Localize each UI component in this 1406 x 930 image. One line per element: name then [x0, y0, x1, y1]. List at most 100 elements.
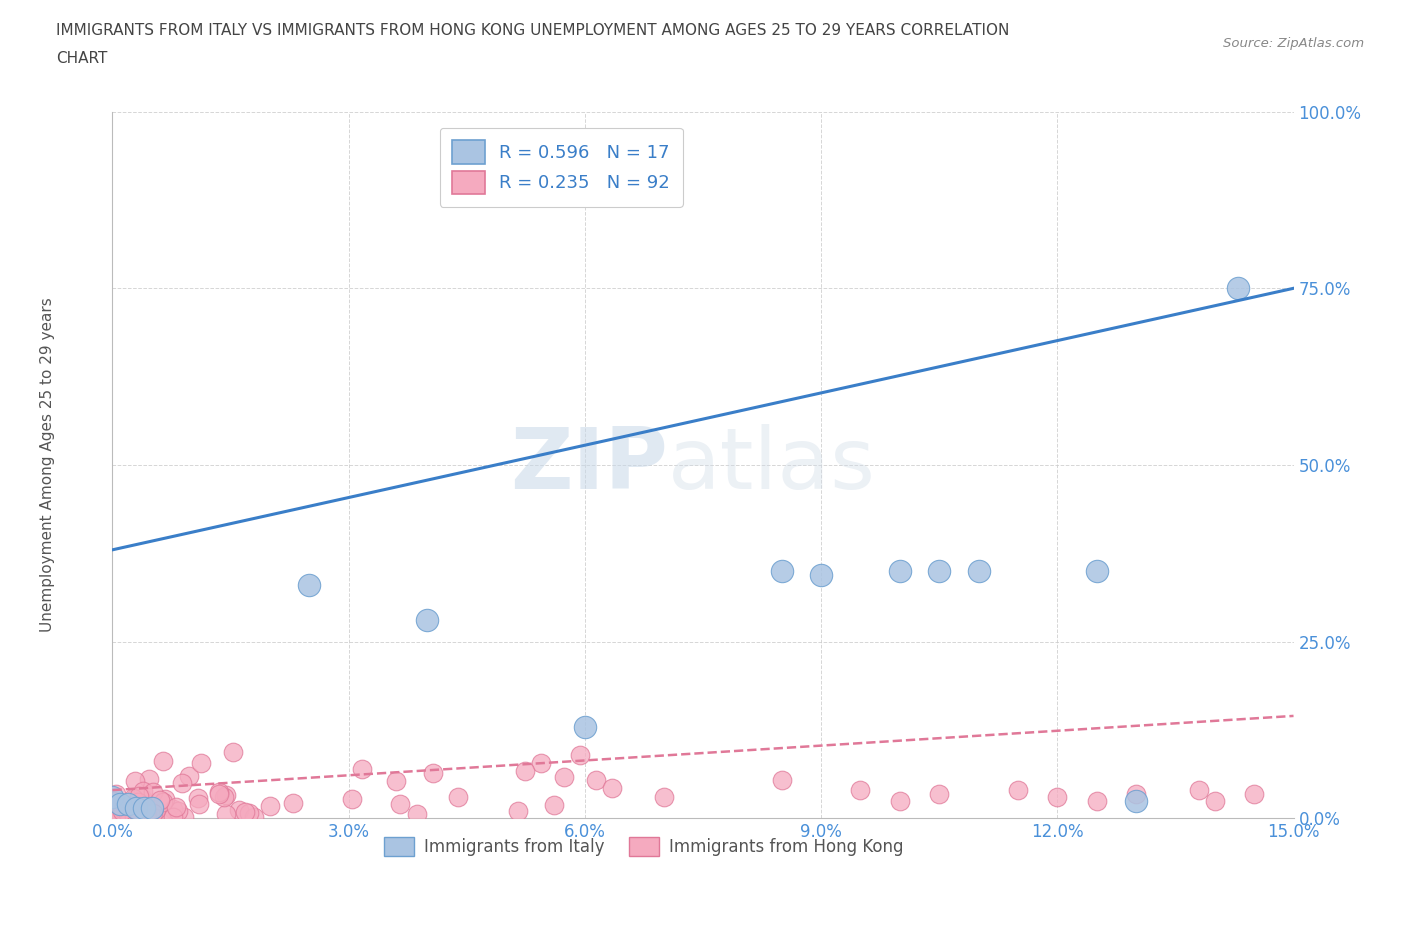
Point	[152, 795, 174, 810]
Point	[385, 774, 408, 789]
Point	[134, 796, 156, 811]
Point	[101, 790, 124, 804]
Point	[127, 804, 149, 819]
Point	[574, 719, 596, 734]
Point	[405, 807, 427, 822]
Point	[129, 803, 152, 817]
Point	[112, 809, 135, 824]
Point	[141, 806, 163, 821]
Point	[152, 753, 174, 768]
Point	[131, 797, 153, 812]
Point	[259, 799, 281, 814]
Point	[928, 786, 950, 801]
Point	[1227, 281, 1250, 296]
Point	[179, 768, 201, 783]
Point	[110, 797, 132, 812]
Point	[1188, 783, 1211, 798]
Point	[889, 793, 911, 808]
Point	[132, 783, 155, 798]
Point	[136, 804, 159, 819]
Point	[136, 811, 159, 826]
Text: Source: ZipAtlas.com: Source: ZipAtlas.com	[1223, 37, 1364, 50]
Point	[389, 797, 412, 812]
Point	[208, 784, 231, 799]
Point	[112, 802, 135, 817]
Text: CHART: CHART	[56, 51, 108, 66]
Point	[810, 567, 832, 582]
Point	[153, 792, 176, 807]
Point	[1204, 793, 1226, 808]
Point	[416, 613, 439, 628]
Point	[134, 800, 156, 815]
Point	[221, 744, 243, 759]
Point	[543, 798, 565, 813]
Point	[155, 807, 177, 822]
Point	[1085, 564, 1108, 578]
Point	[117, 807, 139, 822]
Point	[167, 804, 190, 818]
Point	[162, 810, 184, 825]
Point	[122, 790, 145, 805]
Point	[849, 783, 872, 798]
Point	[447, 790, 470, 804]
Text: Unemployment Among Ages 25 to 29 years: Unemployment Among Ages 25 to 29 years	[39, 298, 55, 632]
Point	[122, 797, 145, 812]
Point	[214, 790, 236, 804]
Point	[141, 801, 163, 816]
Point	[124, 791, 146, 806]
Point	[124, 774, 146, 789]
Point	[506, 804, 529, 818]
Point	[187, 790, 209, 805]
Point	[134, 804, 156, 818]
Point	[529, 756, 551, 771]
Point	[190, 756, 212, 771]
Point	[600, 780, 623, 795]
Point	[652, 790, 675, 804]
Point	[1046, 790, 1069, 804]
Point	[215, 788, 238, 803]
Point	[162, 802, 184, 817]
Point	[125, 801, 148, 816]
Point	[120, 810, 142, 825]
Point	[228, 803, 250, 817]
Point	[124, 809, 146, 824]
Point	[129, 806, 152, 821]
Point	[208, 787, 231, 802]
Legend: Immigrants from Italy, Immigrants from Hong Kong: Immigrants from Italy, Immigrants from H…	[377, 830, 911, 863]
Point	[173, 810, 195, 825]
Point	[117, 797, 139, 812]
Point	[132, 801, 155, 816]
Point	[340, 792, 363, 807]
Text: ZIP: ZIP	[510, 423, 668, 507]
Point	[568, 748, 591, 763]
Point	[127, 805, 149, 820]
Point	[108, 809, 131, 824]
Point	[142, 784, 165, 799]
Point	[298, 578, 321, 592]
Point	[770, 772, 793, 787]
Point	[149, 792, 172, 807]
Point	[138, 771, 160, 786]
Point	[1125, 793, 1147, 808]
Point	[281, 796, 304, 811]
Point	[187, 797, 209, 812]
Text: IMMIGRANTS FROM ITALY VS IMMIGRANTS FROM HONG KONG UNEMPLOYMENT AMONG AGES 25 TO: IMMIGRANTS FROM ITALY VS IMMIGRANTS FROM…	[56, 23, 1010, 38]
Point	[170, 776, 193, 790]
Point	[889, 564, 911, 578]
Point	[770, 564, 793, 578]
Point	[235, 804, 257, 819]
Point	[928, 564, 950, 578]
Point	[139, 806, 162, 821]
Point	[243, 809, 266, 824]
Point	[117, 803, 139, 817]
Point	[553, 770, 575, 785]
Text: atlas: atlas	[668, 423, 876, 507]
Point	[103, 793, 125, 808]
Point	[127, 794, 149, 809]
Point	[585, 773, 607, 788]
Point	[422, 765, 444, 780]
Point	[352, 762, 374, 777]
Point	[131, 790, 153, 805]
Point	[1085, 793, 1108, 808]
Point	[114, 805, 136, 820]
